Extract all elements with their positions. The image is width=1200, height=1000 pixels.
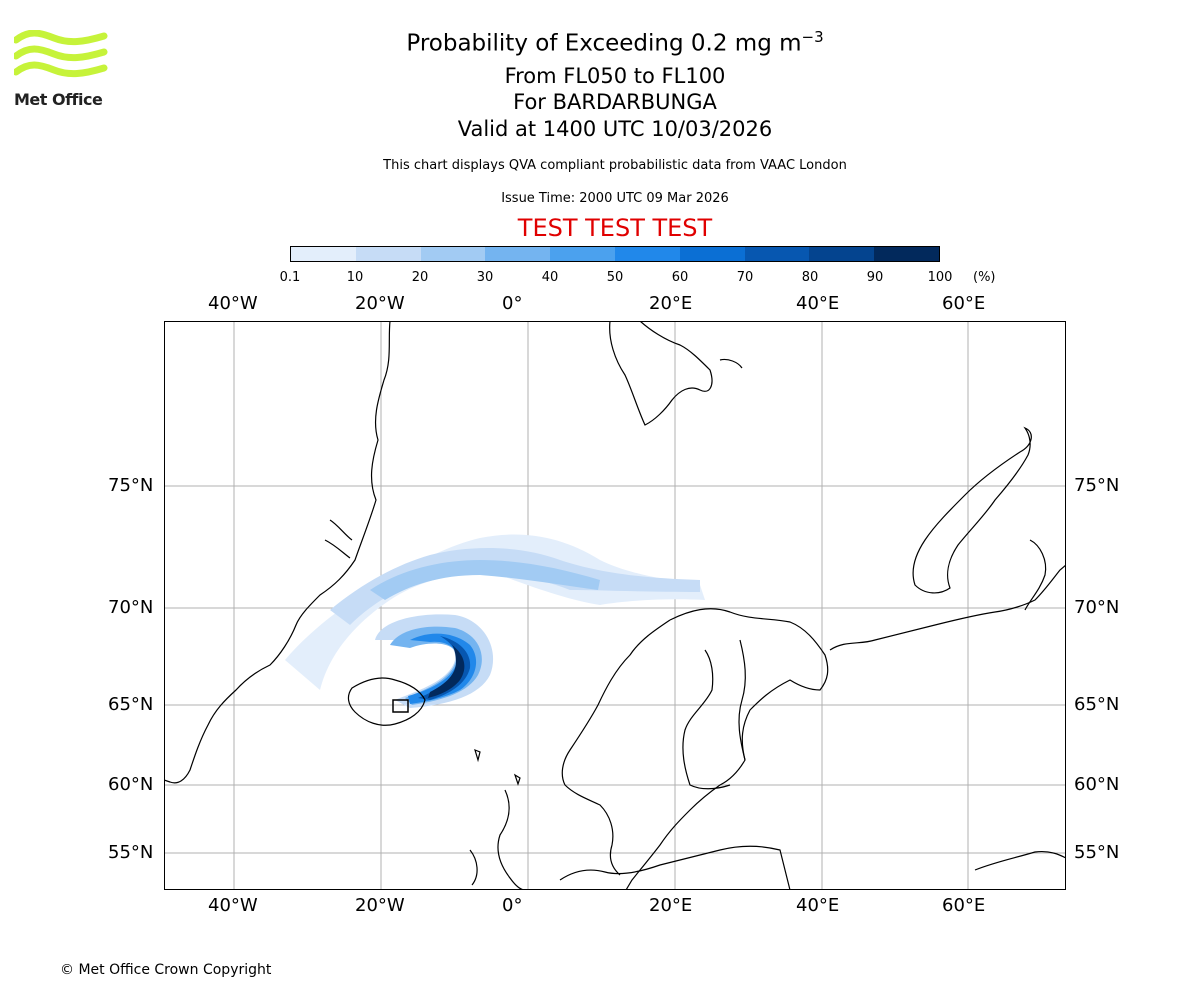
colorbar-tick-label: 70 <box>736 270 754 285</box>
chart-title: Probability of Exceeding 0.2 mg m−3 <box>0 28 1200 57</box>
longitude-label: 20°E <box>649 293 693 314</box>
colorbar-swatch <box>355 247 421 261</box>
chart-description: This chart displays QVA compliant probab… <box>383 158 847 173</box>
volcano-name: For BARDARBUNGA <box>513 90 717 114</box>
latitude-label: 70°N <box>1074 597 1120 618</box>
colorbar-tick-label: 100 <box>927 270 953 285</box>
ash-plume <box>285 534 705 708</box>
colorbar-swatch <box>874 247 939 261</box>
latitude-label: 75°N <box>108 475 154 496</box>
colorbar-tick-label: 30 <box>476 270 494 285</box>
graticule <box>164 321 1066 890</box>
latitude-label: 65°N <box>108 694 154 715</box>
colorbar-tick-label: 60 <box>671 270 689 285</box>
longitude-label: 40°W <box>208 895 258 916</box>
valid-time: Valid at 1400 UTC 10/03/2026 <box>457 117 773 141</box>
volcano-marker-icon <box>392 699 409 713</box>
latitude-label: 75°N <box>1074 475 1120 496</box>
colorbar-swatch <box>809 247 875 261</box>
coastlines <box>164 321 1066 890</box>
latitude-label: 55°N <box>108 842 154 863</box>
colorbar-tick-label: 90 <box>866 270 884 285</box>
longitude-label: 0° <box>502 293 523 314</box>
colorbar-unit: (%) <box>973 270 996 285</box>
latitude-label: 70°N <box>108 597 154 618</box>
colorbar-swatch <box>420 247 486 261</box>
colorbar-tick-label: 10 <box>346 270 364 285</box>
longitude-label: 40°E <box>796 293 840 314</box>
latitude-label: 65°N <box>1074 694 1120 715</box>
colorbar-tick-label: 0.1 <box>279 270 301 285</box>
issue-time: Issue Time: 2000 UTC 09 Mar 2026 <box>501 191 729 206</box>
map-frame <box>164 321 1066 890</box>
met-office-logo: Met Office <box>12 29 108 114</box>
latitude-label: 55°N <box>1074 842 1120 863</box>
longitude-label: 40°E <box>796 895 840 916</box>
latitude-label: 60°N <box>108 774 154 795</box>
longitude-label: 60°E <box>942 895 986 916</box>
longitude-label: 20°W <box>355 293 405 314</box>
colorbar-swatch <box>291 247 356 261</box>
copyright: © Met Office Crown Copyright <box>60 962 272 978</box>
colorbar-tick-label: 40 <box>541 270 559 285</box>
latitude-label: 60°N <box>1074 774 1120 795</box>
longitude-label: 20°E <box>649 895 693 916</box>
longitude-label: 20°W <box>355 895 405 916</box>
longitude-label: 0° <box>502 895 523 916</box>
title-main: Probability of Exceeding 0.2 mg m <box>406 30 802 57</box>
level-range: From FL050 to FL100 <box>504 64 726 88</box>
colorbar <box>290 246 940 262</box>
title-exponent: −3 <box>801 28 824 46</box>
colorbar-tick-label: 50 <box>606 270 624 285</box>
colorbar-swatch <box>550 247 615 261</box>
longitude-label: 60°E <box>942 293 986 314</box>
colorbar-swatch <box>679 247 745 261</box>
colorbar-swatch <box>485 247 551 261</box>
logo-text: Met Office <box>14 90 103 109</box>
longitude-label: 40°W <box>208 293 258 314</box>
met-office-wave-icon <box>12 29 108 78</box>
colorbar-tick-label: 20 <box>411 270 429 285</box>
test-banner: TEST TEST TEST <box>517 214 713 242</box>
colorbar-swatch <box>614 247 680 261</box>
colorbar-swatch <box>744 247 810 261</box>
colorbar-tick-label: 80 <box>801 270 819 285</box>
